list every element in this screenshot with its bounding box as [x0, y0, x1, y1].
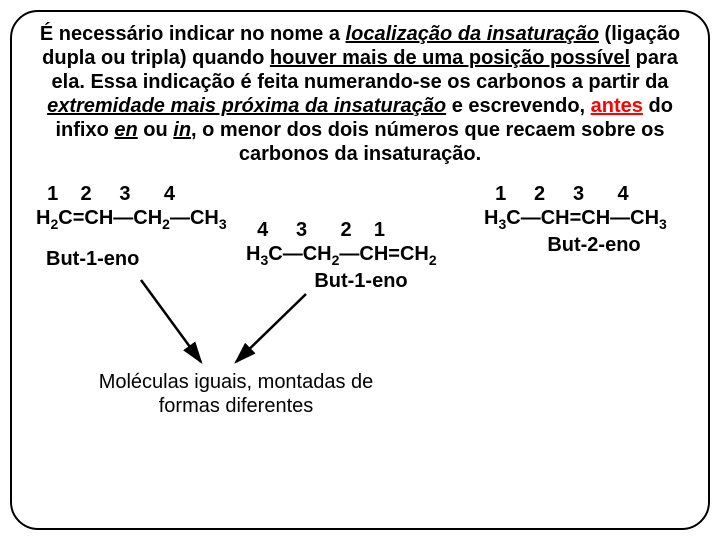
text-seg: É necessário indicar no nome a: [40, 23, 346, 45]
text-seg: , o menor dos dois números que recaem so…: [191, 119, 664, 165]
text-seg-in: in: [173, 119, 191, 141]
text-seg-antes: antes: [591, 95, 643, 117]
molecule-3-formula: H3C—CH=CH—CH3: [484, 206, 704, 233]
text-seg: ou: [138, 119, 174, 141]
molecule-3: 1 2 3 4 H 3C—CH=CH—CH3 But-2-eno: [484, 182, 704, 257]
text-seg: e escrevendo,: [446, 95, 591, 117]
molecule-3-name: But-2-eno: [484, 233, 704, 257]
arrows-svg: [36, 182, 486, 392]
num: 3: [573, 183, 584, 205]
arrow-1: [141, 280, 201, 362]
examples-area: 1 2 3 4 H2C=CH—CH2—CH3 But-1-eno 4 3 2 1…: [36, 182, 684, 442]
molecule-3-numbers: 1 2 3 4: [484, 182, 704, 206]
text-seg-underlined: houver mais de uma posição possível: [270, 47, 630, 69]
arrow-2: [236, 294, 306, 362]
text-seg-underlined-italic: localização da insaturação: [346, 23, 599, 45]
f: 3: [659, 216, 667, 232]
slide-frame: É necessário indicar no nome a localizaç…: [10, 10, 710, 530]
text-seg-underlined-italic: extremidade mais próxima da insaturação: [47, 95, 446, 117]
num: 2: [534, 183, 545, 205]
text-seg-en: en: [114, 119, 137, 141]
caption-block: Moléculas iguais, montadas de formas dif…: [76, 370, 396, 418]
num: 1: [495, 183, 506, 205]
num: 4: [617, 183, 628, 205]
main-paragraph: É necessário indicar no nome a localizaç…: [36, 22, 684, 166]
f: H: [484, 207, 498, 229]
f: C—CH=CH—CH: [506, 207, 659, 229]
caption-line1: Moléculas iguais, montadas de: [99, 371, 374, 393]
caption-line2: formas diferentes: [159, 395, 314, 417]
